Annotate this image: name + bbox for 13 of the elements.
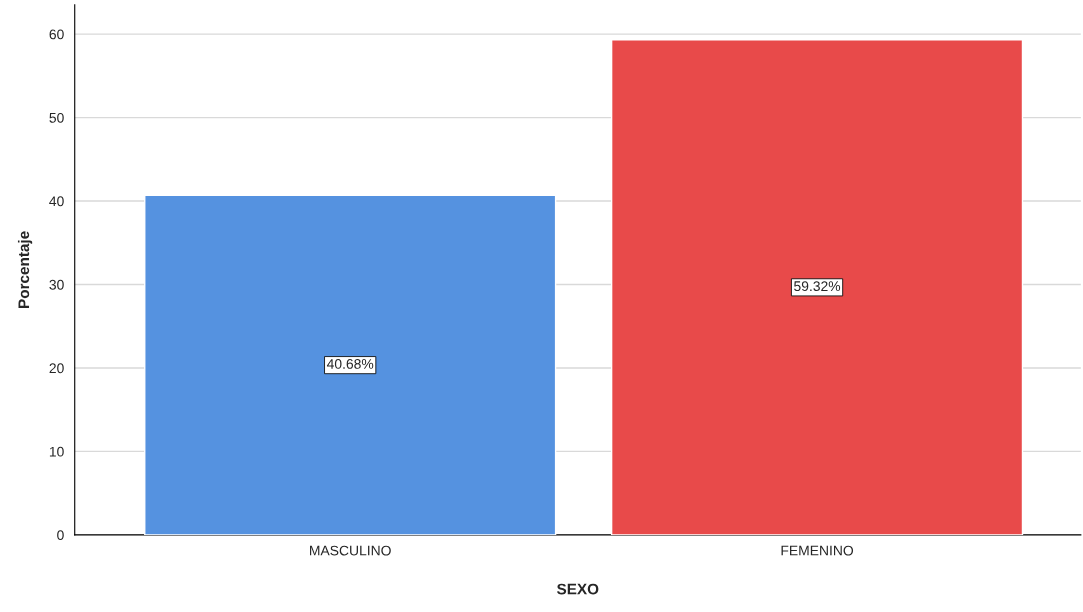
x-axis-title: SEXO — [556, 583, 599, 595]
y-tick-label: 50 — [49, 112, 64, 123]
y-axis-title: Porcentaje — [17, 231, 33, 308]
y-tick-label: 20 — [49, 363, 64, 374]
data-label: 59.32% — [794, 281, 841, 292]
y-tick-label: 60 — [49, 29, 64, 40]
x-tick-label: MASCULINO — [310, 545, 391, 556]
y-tick-label: 10 — [49, 446, 64, 457]
data-label: 40.68% — [326, 359, 374, 369]
y-tick-label: 40 — [49, 196, 64, 207]
y-tick-label: 30 — [49, 279, 64, 290]
y-tick-label: 0 — [57, 530, 64, 541]
x-tick-label: FEMENINO — [781, 545, 854, 556]
